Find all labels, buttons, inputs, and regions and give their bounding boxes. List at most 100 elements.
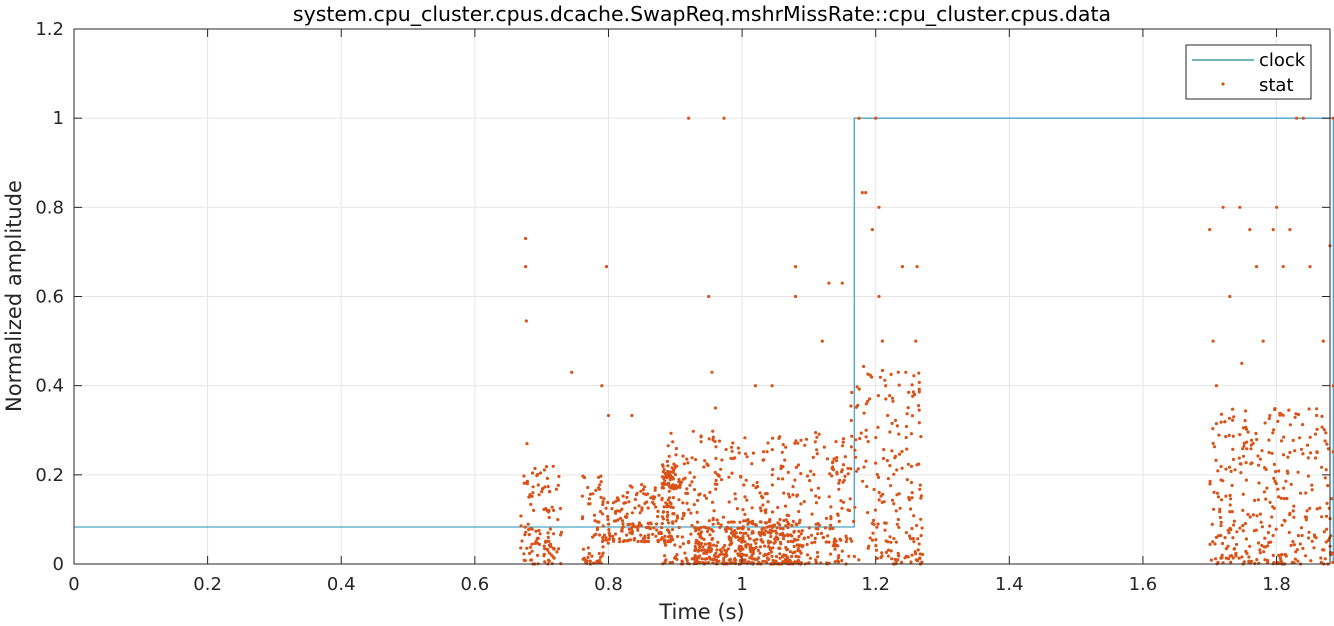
stat-point <box>1238 526 1242 530</box>
stat-point <box>889 540 893 544</box>
stat-point <box>1324 540 1328 544</box>
stat-point <box>791 493 795 497</box>
stat-point <box>1262 490 1266 494</box>
stat-point <box>1296 412 1301 417</box>
stat-point <box>1227 465 1232 469</box>
stat-point <box>831 526 835 531</box>
stat-point <box>681 501 685 505</box>
stat-point <box>769 528 773 532</box>
stat-point <box>778 517 782 522</box>
stat-point <box>675 486 679 490</box>
stat-point <box>854 455 858 459</box>
stat-point <box>655 528 659 532</box>
stat-point <box>606 541 610 545</box>
stat-point <box>765 450 769 454</box>
stat-point <box>670 560 675 564</box>
stat-point <box>861 479 865 483</box>
stat-point <box>752 547 756 551</box>
stat-point <box>599 495 603 499</box>
stat-point <box>640 508 644 512</box>
stat-point <box>1288 423 1292 427</box>
stat-point <box>711 429 715 433</box>
stat-point <box>762 531 766 535</box>
stat-point <box>770 384 774 388</box>
stat-point <box>805 542 809 547</box>
stat-point <box>545 476 550 480</box>
stat-point <box>1282 497 1286 501</box>
stat-point <box>1268 500 1272 504</box>
stat-point <box>1271 431 1275 435</box>
stat-point <box>546 548 550 552</box>
stat-point <box>633 497 638 501</box>
stat-point <box>907 496 911 500</box>
stat-point <box>666 444 670 448</box>
legend-box <box>1185 44 1312 100</box>
stat-point <box>897 383 901 387</box>
stat-point <box>551 464 555 468</box>
stat-point <box>1292 543 1296 547</box>
stat-point <box>600 554 604 558</box>
stat-point <box>630 511 635 515</box>
stat-point <box>722 116 726 120</box>
stat-point <box>896 558 900 562</box>
stat-point <box>653 495 657 499</box>
stat-point <box>1308 435 1312 439</box>
stat-point <box>883 378 887 382</box>
stat-point <box>1284 479 1288 483</box>
stat-point <box>868 373 872 377</box>
stat-point <box>702 465 706 469</box>
stat-point <box>748 537 752 541</box>
stat-point <box>552 508 556 512</box>
stat-point <box>733 549 738 553</box>
stat-point <box>879 555 883 560</box>
stat-point <box>834 543 838 547</box>
stat-point <box>849 467 853 471</box>
stat-point <box>726 526 731 530</box>
stat-point <box>1298 542 1302 546</box>
stat-point <box>909 560 913 564</box>
stat-point <box>1305 443 1310 447</box>
stat-point <box>657 493 661 497</box>
stat-point <box>1211 339 1215 343</box>
stat-point <box>846 472 850 476</box>
stat-point <box>584 560 588 564</box>
stat-point <box>710 537 714 542</box>
stat-point <box>728 543 732 547</box>
stat-point <box>680 559 684 563</box>
stat-point <box>809 488 814 492</box>
stat-point <box>671 496 676 500</box>
stat-point <box>875 472 879 477</box>
stat-point <box>1241 524 1245 528</box>
stat-point <box>1268 413 1272 418</box>
stat-point <box>831 468 836 472</box>
stat-point <box>849 418 853 423</box>
stat-point <box>828 527 832 531</box>
stat-point <box>1240 555 1244 559</box>
stat-point <box>859 431 863 435</box>
stat-point <box>1309 559 1313 563</box>
stat-point <box>607 531 611 535</box>
stat-point <box>783 504 788 508</box>
stat-point <box>752 538 756 543</box>
stat-point <box>794 465 799 469</box>
stat-point <box>870 521 875 526</box>
stat-point <box>721 546 725 550</box>
stat-point <box>884 397 888 401</box>
stat-point <box>1242 441 1246 445</box>
stat-point <box>639 539 644 544</box>
stat-point <box>621 494 625 498</box>
stat-point <box>614 511 618 515</box>
stat-point <box>699 440 703 444</box>
stat-point <box>1326 484 1330 488</box>
stat-point <box>1323 557 1327 561</box>
stat-point <box>1331 116 1334 120</box>
stat-point <box>1241 508 1245 512</box>
stat-point <box>1244 478 1248 482</box>
stat-point <box>1315 507 1319 511</box>
stat-point <box>758 545 763 549</box>
stat-point <box>542 544 546 548</box>
stat-point <box>888 430 892 434</box>
stat-point <box>601 524 605 528</box>
stat-point <box>709 549 713 553</box>
stat-point <box>594 488 598 492</box>
